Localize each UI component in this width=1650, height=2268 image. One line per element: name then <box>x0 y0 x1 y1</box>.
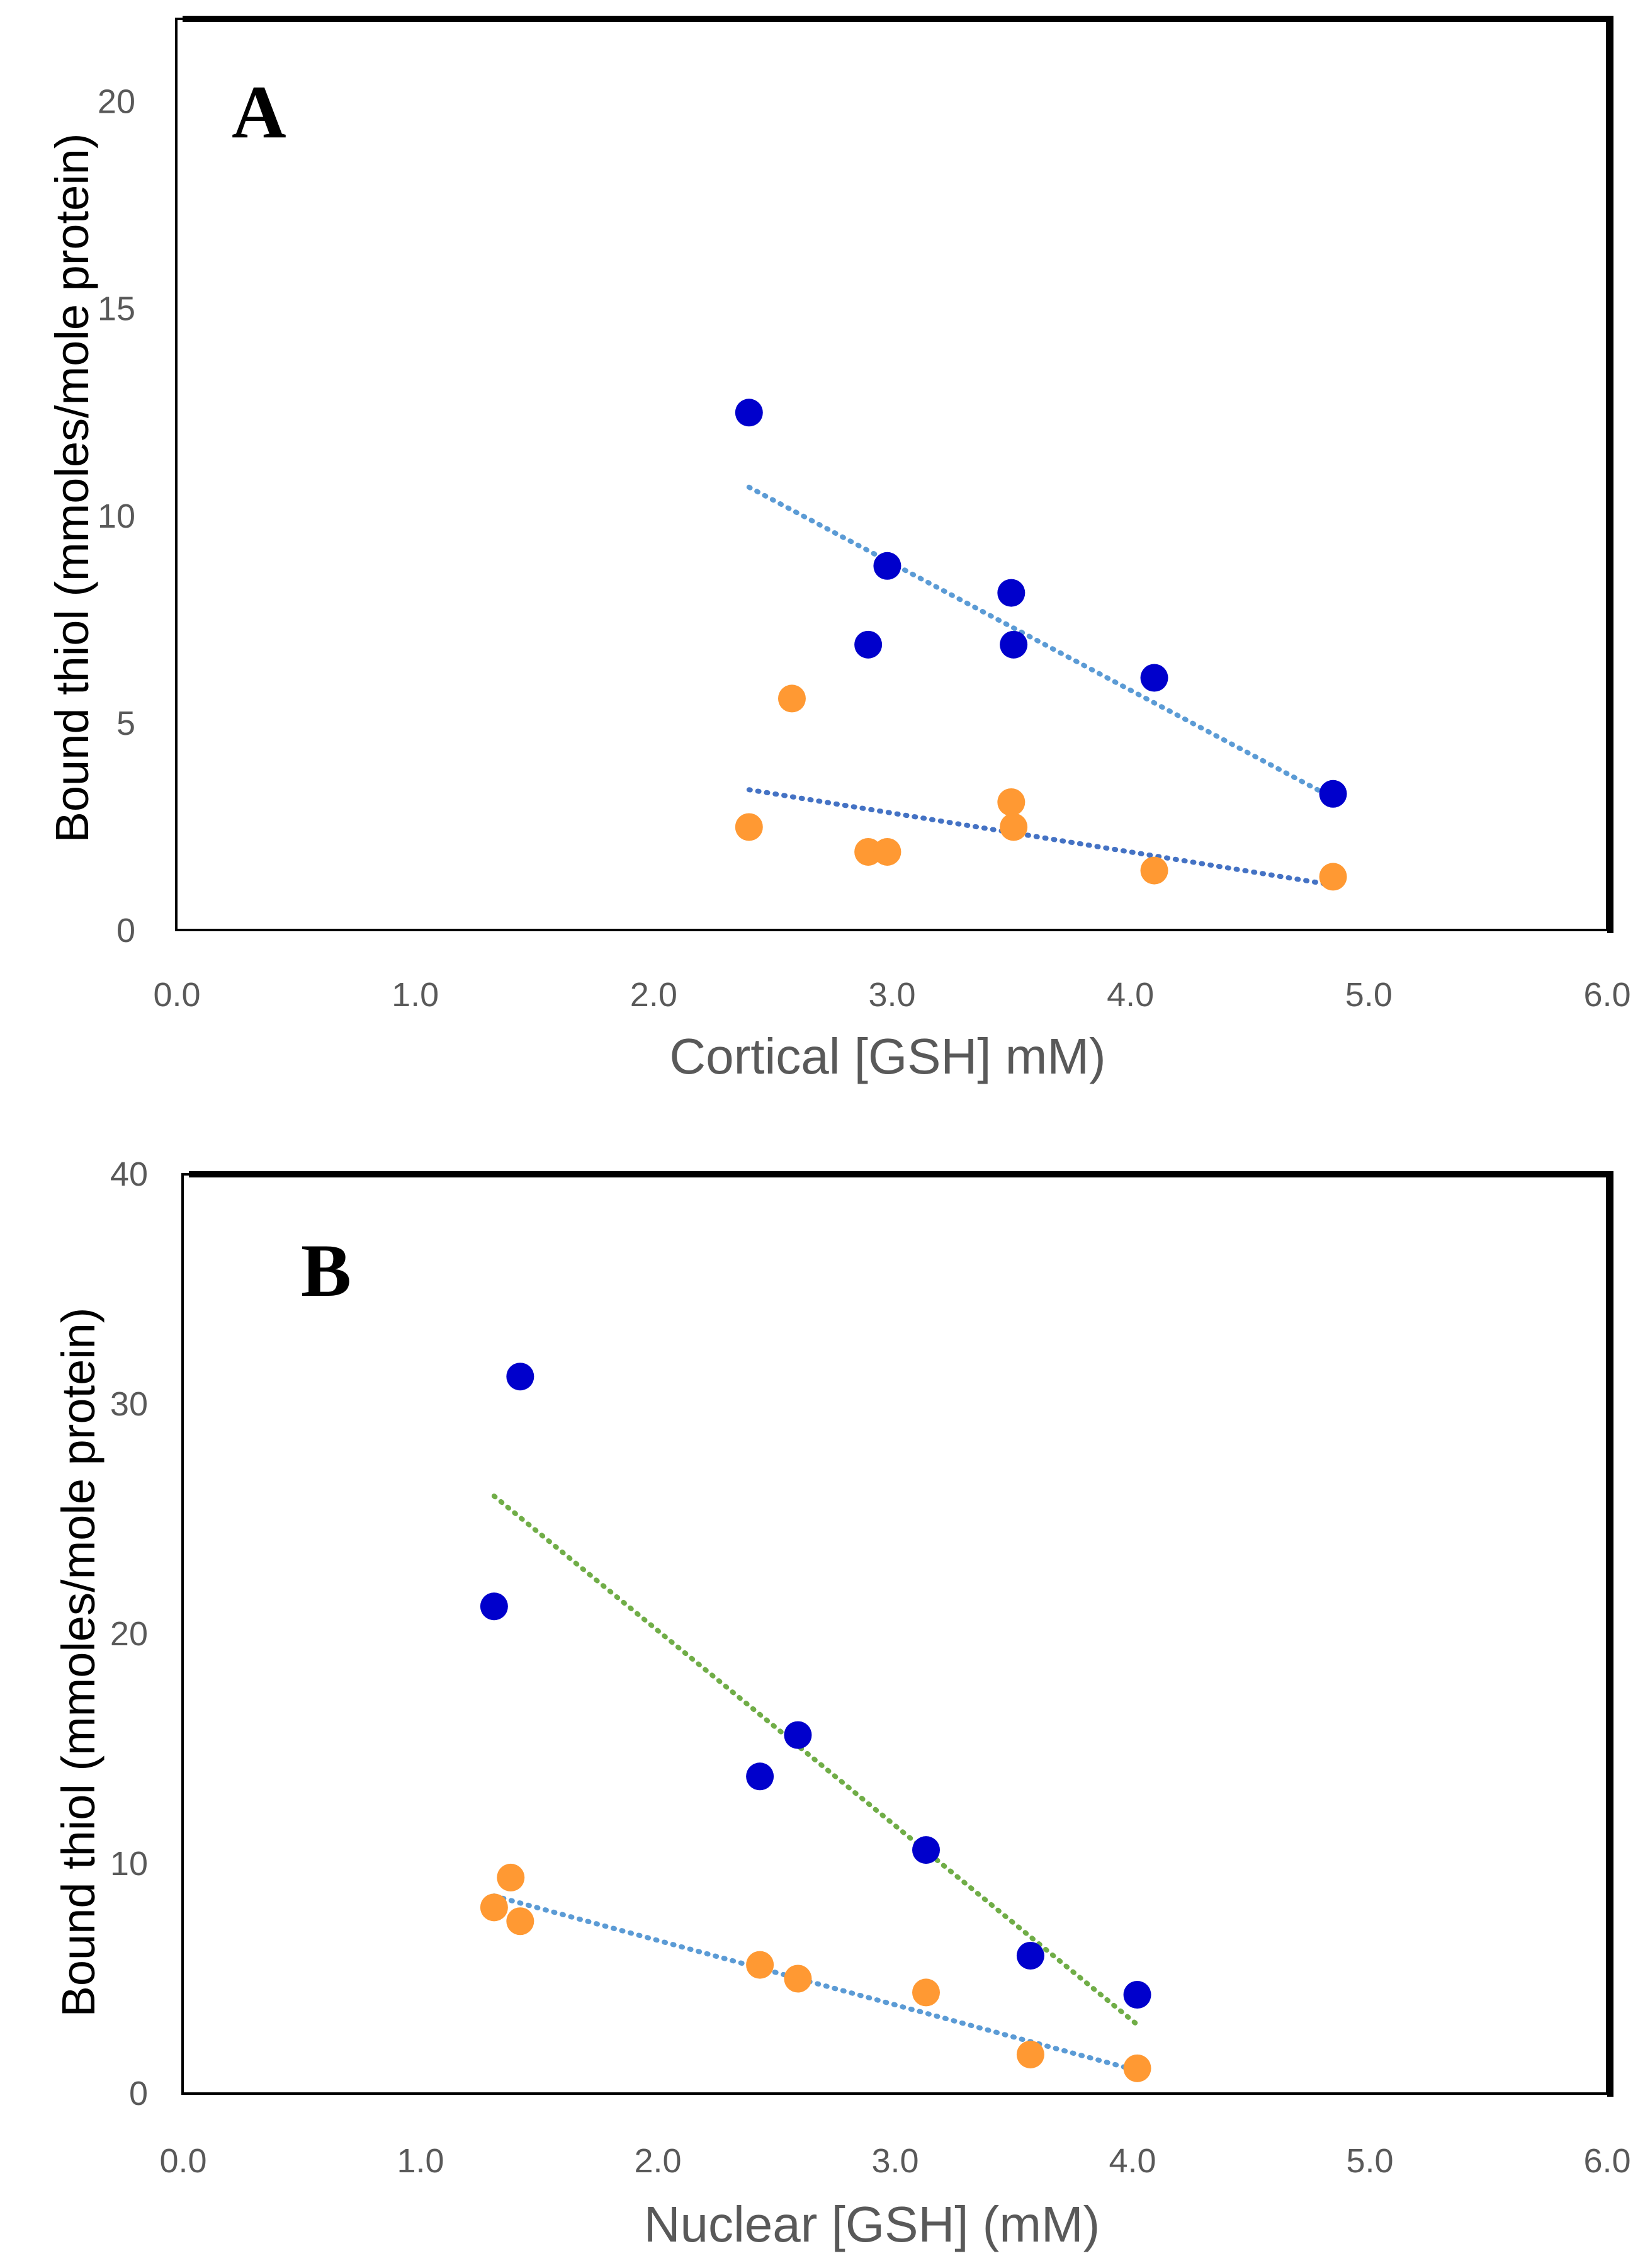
series-2-point <box>506 1907 534 1936</box>
series-2-point <box>1123 2054 1151 2082</box>
series-1-point <box>1123 1981 1151 2009</box>
series-2-point <box>912 1978 941 2007</box>
series-2-point <box>854 837 883 866</box>
trend-1-line <box>491 1494 1140 2027</box>
x-tick-label: 6.0 <box>1583 976 1630 1014</box>
y-tick-label: 10 <box>98 497 135 535</box>
x-tick-label: 2.0 <box>630 976 677 1014</box>
trend-2-line <box>491 1893 1140 2073</box>
series-1-point <box>480 1592 508 1621</box>
series-1-point <box>1000 630 1028 659</box>
series-2-point <box>497 1863 525 1891</box>
panel-label: B <box>301 1228 351 1312</box>
x-tick-label: 0.0 <box>159 2142 206 2180</box>
y-tick-label: 20 <box>98 83 135 121</box>
panel-a-frame-shadow <box>183 16 1613 933</box>
series-1-point <box>735 399 763 427</box>
trend-1-line <box>746 484 1336 801</box>
y-tick-label: 0 <box>129 2075 148 2112</box>
trend-2-line <box>746 787 1336 888</box>
x-tick-label: 3.0 <box>868 976 915 1014</box>
y-tick-labels: 0 5 10 15 20 <box>98 83 135 950</box>
x-tick-label: 3.0 <box>871 2142 918 2180</box>
series-2-point <box>784 1965 812 1993</box>
x-tick-label: 5.0 <box>1346 2142 1393 2180</box>
series-1-point <box>1016 1942 1044 1970</box>
series-2-point <box>777 684 806 713</box>
series-2-point <box>735 813 763 841</box>
y-tick-label: 5 <box>116 705 135 742</box>
x-tick-label: 4.0 <box>1107 976 1154 1014</box>
series-1-point <box>912 1836 941 1864</box>
data-points <box>480 1363 1151 2082</box>
panel-label: A <box>232 70 286 154</box>
x-axis-title: Nuclear [GSH] (mM) <box>644 2196 1100 2252</box>
x-tick-label: 1.0 <box>397 2142 444 2180</box>
series-1-point <box>746 1762 774 1791</box>
y-tick-label: 40 <box>110 1155 148 1193</box>
series-2-point <box>1140 856 1168 885</box>
series-1-point <box>784 1721 812 1749</box>
y-tick-labels: 0 10 20 30 40 <box>110 1155 148 2112</box>
data-points <box>735 399 1347 891</box>
y-axis-title: Bound thiol (mmoles/mole protein) <box>52 1308 105 2017</box>
x-tick-label: 0.0 <box>153 976 200 1014</box>
series-1-point <box>854 630 883 659</box>
x-tick-label: 6.0 <box>1583 2142 1630 2180</box>
x-tick-labels: 0.0 1.0 2.0 3.0 4.0 5.0 6.0 <box>153 976 1630 1014</box>
x-tick-label: 4.0 <box>1109 2142 1156 2180</box>
y-axis-title: Bound thiol (mmoles/mole protein) <box>46 133 98 843</box>
series-2-point <box>1319 863 1347 891</box>
chart-panel-b: B 0.0 1.0 2.0 3.0 4.0 5.0 6.0 0 10 20 30 40 Nuclea… <box>52 1155 1631 2252</box>
y-tick-label: 20 <box>110 1615 148 1653</box>
series-2-point <box>746 1951 774 1979</box>
y-tick-label: 10 <box>110 1845 148 1883</box>
series-1-point <box>997 579 1026 607</box>
x-tick-label: 2.0 <box>634 2142 681 2180</box>
x-tick-label: 1.0 <box>392 976 439 1014</box>
trendlines <box>491 1494 1140 2073</box>
y-tick-label: 30 <box>110 1385 148 1423</box>
chart-panel-a: A 0.0 1.0 2.0 3.0 4.0 5.0 6.0 0 5 10 15 20 Cortica… <box>46 16 1631 1084</box>
series-1-point <box>1140 664 1168 692</box>
x-tick-label: 5.0 <box>1345 976 1393 1014</box>
series-1-point <box>1319 780 1347 808</box>
series-2-point <box>1000 813 1028 841</box>
panel-a-frame <box>175 18 1608 931</box>
series-2-point <box>873 837 901 866</box>
series-2-point <box>1016 2040 1044 2068</box>
y-tick-label: 0 <box>116 912 135 950</box>
panel-b-frame <box>181 1173 1608 2095</box>
trendlines <box>746 484 1336 888</box>
x-tick-labels: 0.0 1.0 2.0 3.0 4.0 5.0 6.0 <box>159 2142 1630 2180</box>
panel-b-frame-shadow <box>189 1171 1613 2097</box>
series-1-point <box>873 552 901 580</box>
series-1-point <box>506 1363 534 1391</box>
series-2-point <box>997 788 1026 816</box>
x-axis-title: Cortical [GSH] mM) <box>669 1028 1105 1084</box>
y-tick-label: 15 <box>98 290 135 328</box>
series-2-point <box>480 1893 508 1922</box>
